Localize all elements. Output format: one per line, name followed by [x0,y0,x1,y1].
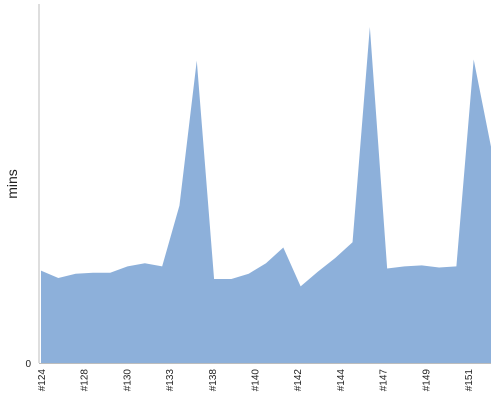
y-axis-label: mins [4,169,20,199]
y-ticks: 0 [25,359,31,370]
data-point [39,269,43,273]
data-point [333,256,337,260]
y-tick-label: 0 [25,359,31,370]
x-tick-label: #140 [251,369,262,392]
data-point [91,271,95,275]
data-point [108,271,112,275]
series-area [41,27,491,363]
data-point [143,261,147,265]
data-point [454,264,458,268]
data-point [368,25,372,29]
plot-area [39,25,493,363]
data-point [74,272,78,276]
x-tick-label: #142 [293,369,304,392]
data-point [247,272,251,276]
data-point [489,145,493,149]
data-point [385,267,389,271]
x-tick-label: #128 [80,369,91,392]
x-tick-label: #151 [464,369,475,392]
x-tick-label: #149 [421,369,432,392]
data-point [420,263,424,267]
data-point [437,265,441,269]
data-point [195,59,199,63]
x-ticks: #124 #128 #130 #133 #138 #140 #142 #144 #147 #149… [37,369,475,392]
x-tick-label: #144 [336,369,347,392]
data-point [212,277,216,281]
data-point [229,277,233,281]
data-point [299,284,303,288]
data-point [351,240,355,244]
x-tick-label: #147 [379,369,390,392]
data-point [177,204,181,208]
x-tick-label: #124 [37,369,48,392]
data-point [472,58,476,62]
x-tick-label: #138 [208,369,219,392]
data-point [281,246,285,250]
data-point [264,261,268,265]
data-point [316,270,320,274]
x-tick-label: #133 [165,369,176,392]
data-point [160,264,164,268]
x-tick-label: #130 [122,369,133,392]
data-point [56,276,60,280]
data-point [126,264,130,268]
data-point [402,264,406,268]
